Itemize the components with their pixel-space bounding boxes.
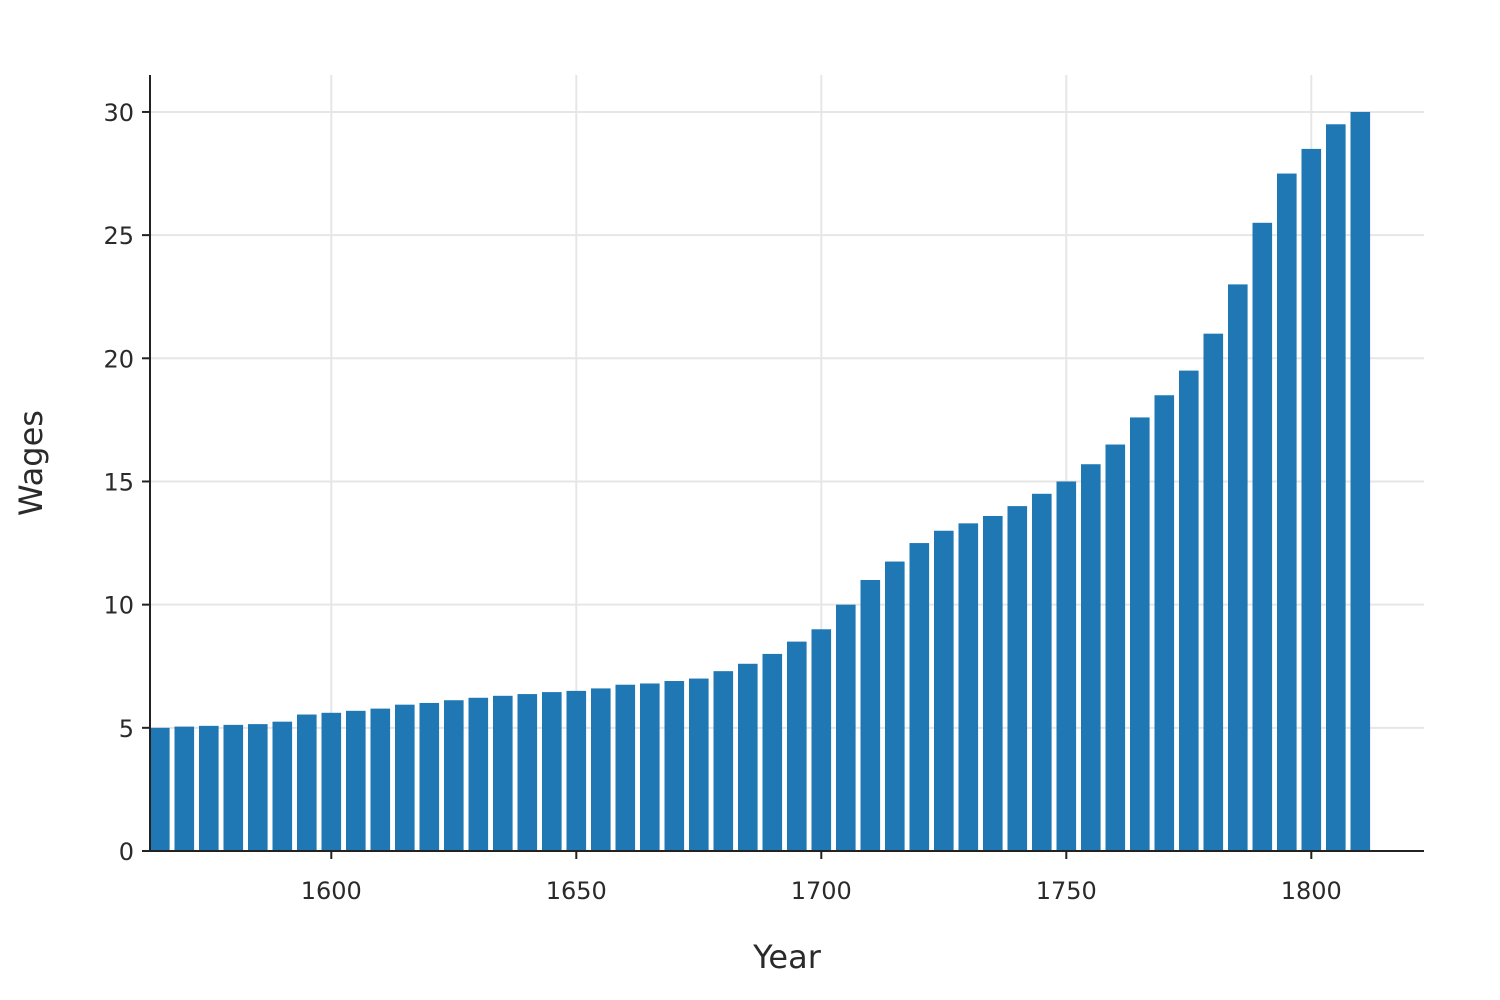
bar xyxy=(1179,370,1199,851)
bar xyxy=(1007,506,1028,851)
x-tick-label: 1800 xyxy=(1281,877,1342,905)
bar xyxy=(493,695,513,851)
bar xyxy=(1252,222,1273,852)
bar xyxy=(811,629,832,851)
bar xyxy=(517,694,538,851)
bar xyxy=(787,641,807,851)
bar xyxy=(321,712,342,851)
bar xyxy=(174,726,195,851)
y-tick-label: 25 xyxy=(103,222,134,250)
bar xyxy=(444,700,464,851)
bar xyxy=(1130,417,1150,851)
bar xyxy=(542,692,562,851)
bar xyxy=(615,684,636,851)
bar xyxy=(199,725,219,851)
bar xyxy=(1350,111,1371,851)
bar xyxy=(664,681,685,851)
x-tick-label: 1700 xyxy=(791,877,852,905)
bar xyxy=(566,690,587,851)
bar xyxy=(1081,464,1101,851)
bar xyxy=(762,653,783,851)
bar xyxy=(958,523,979,851)
y-tick-label: 5 xyxy=(119,715,134,743)
bar xyxy=(1203,333,1224,852)
bar xyxy=(689,678,709,851)
bar xyxy=(1228,284,1248,851)
bar xyxy=(640,683,660,851)
bar xyxy=(1154,395,1175,851)
bar xyxy=(223,724,244,851)
bar xyxy=(1326,124,1346,852)
bar xyxy=(395,704,415,851)
bar xyxy=(272,721,293,851)
bar xyxy=(297,714,317,851)
bar xyxy=(591,688,611,851)
bar xyxy=(860,580,881,851)
bar xyxy=(248,724,268,851)
bar xyxy=(468,697,489,851)
bar xyxy=(419,702,440,851)
x-tick-label: 1650 xyxy=(546,877,607,905)
axes xyxy=(149,75,1424,852)
bar xyxy=(1277,173,1297,852)
bar xyxy=(150,727,170,851)
y-tick-label: 30 xyxy=(103,99,134,127)
bar xyxy=(738,663,758,851)
y-tick-label: 15 xyxy=(103,468,134,496)
y-tick-label: 20 xyxy=(103,345,134,373)
y-tick-label: 10 xyxy=(103,592,134,620)
x-tick-label: 1750 xyxy=(1036,877,1097,905)
bar xyxy=(885,561,905,851)
x-axis-title: Year xyxy=(752,938,822,976)
x-tick-label: 1600 xyxy=(301,877,362,905)
bars xyxy=(150,111,1371,852)
bar xyxy=(836,604,856,851)
bar xyxy=(983,515,1003,851)
bar xyxy=(370,708,391,851)
bar xyxy=(909,543,930,851)
bar xyxy=(934,530,954,851)
y-tick-label: 0 xyxy=(119,838,134,866)
bar xyxy=(713,671,734,851)
bar xyxy=(346,710,366,851)
bar xyxy=(1301,148,1322,851)
bar xyxy=(1056,481,1077,851)
ticks: 0 5 10 15 20 25 30 1600 1650 1700 1750 1800 xyxy=(103,99,1341,905)
bar xyxy=(1032,493,1052,851)
y-axis-title: Wages xyxy=(12,410,50,516)
bar xyxy=(1105,444,1126,851)
